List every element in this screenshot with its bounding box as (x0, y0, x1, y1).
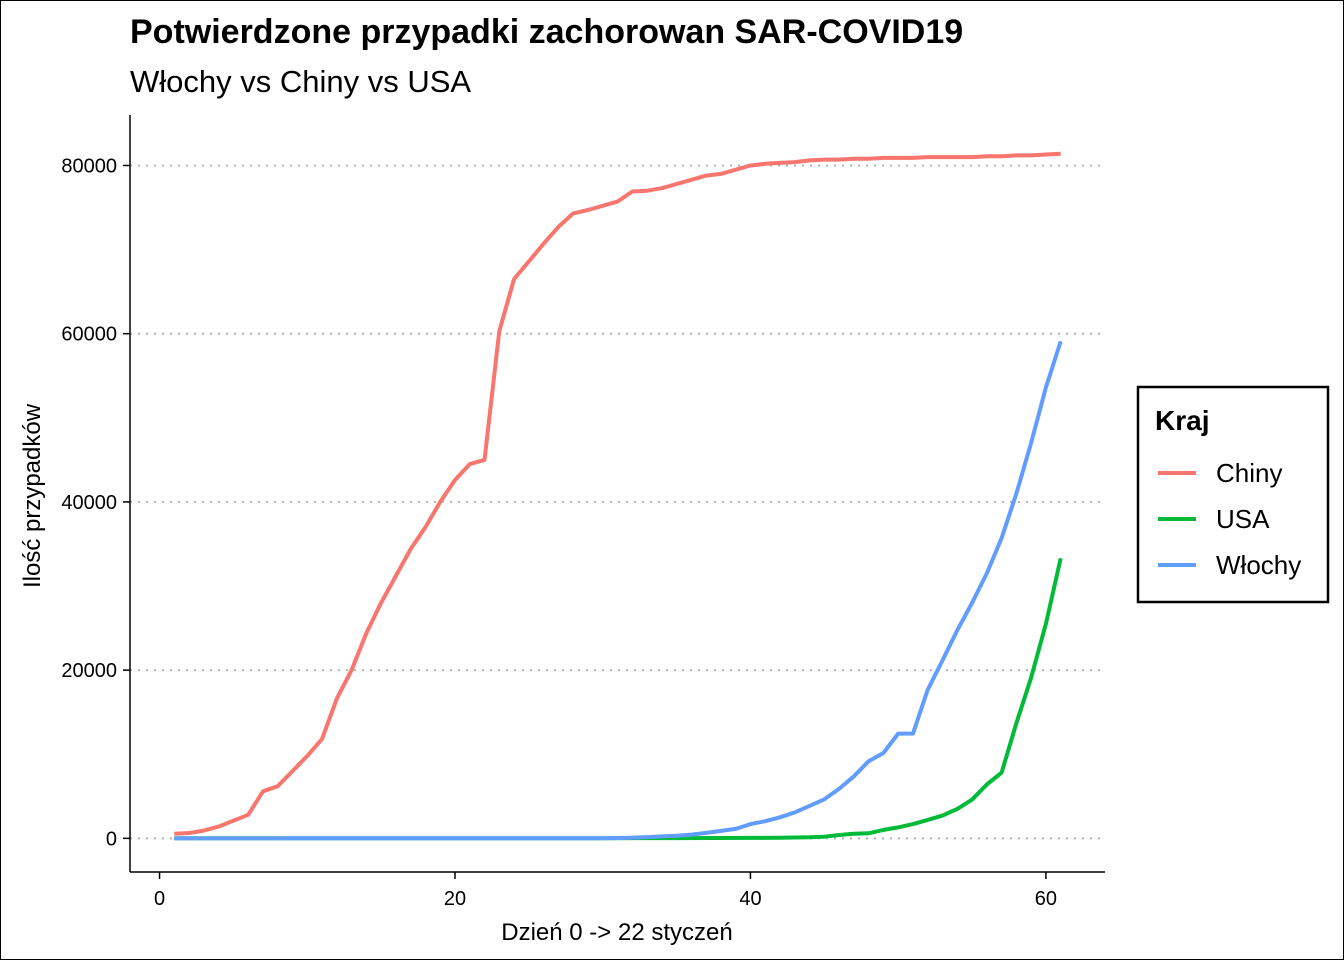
y-tick-label: 80000 (61, 155, 117, 177)
x-tick-label: 20 (444, 888, 466, 910)
series-line-chiny (174, 151, 1061, 836)
series-line-usa (174, 557, 1063, 841)
x-tick-label: 40 (739, 888, 761, 910)
y-tick-label: 40000 (61, 492, 117, 514)
series-line-włochy (174, 340, 1063, 841)
x-axis-title: Dzień 0 -> 22 styczeń (501, 919, 732, 946)
legend-label: Chiny (1216, 458, 1282, 488)
y-tick-label: 20000 (61, 660, 117, 682)
x-tick-label: 0 (154, 888, 165, 910)
x-tick-label: 60 (1035, 888, 1057, 910)
y-axis-title: Ilość przypadków (19, 403, 46, 588)
series-lines (174, 151, 1063, 841)
axes: 0 20000 40000 60000 80000 0 20 40 60 (61, 115, 1105, 910)
y-tick-label: 0 (106, 828, 117, 850)
y-tick-label: 60000 (61, 324, 117, 346)
gridlines (130, 164, 1105, 840)
legend-items: Chiny USA Włochy (1158, 458, 1301, 580)
legend-label: USA (1216, 504, 1270, 534)
legend: Kraj Chiny USA Włochy (1136, 385, 1330, 604)
legend-title: Kraj (1155, 405, 1209, 436)
chart-subtitle: Włochy vs Chiny vs USA (130, 64, 471, 99)
chart-title: Potwierdzone przypadki zachorowan SAR-CO… (130, 13, 963, 51)
legend-label: Włochy (1216, 550, 1301, 580)
